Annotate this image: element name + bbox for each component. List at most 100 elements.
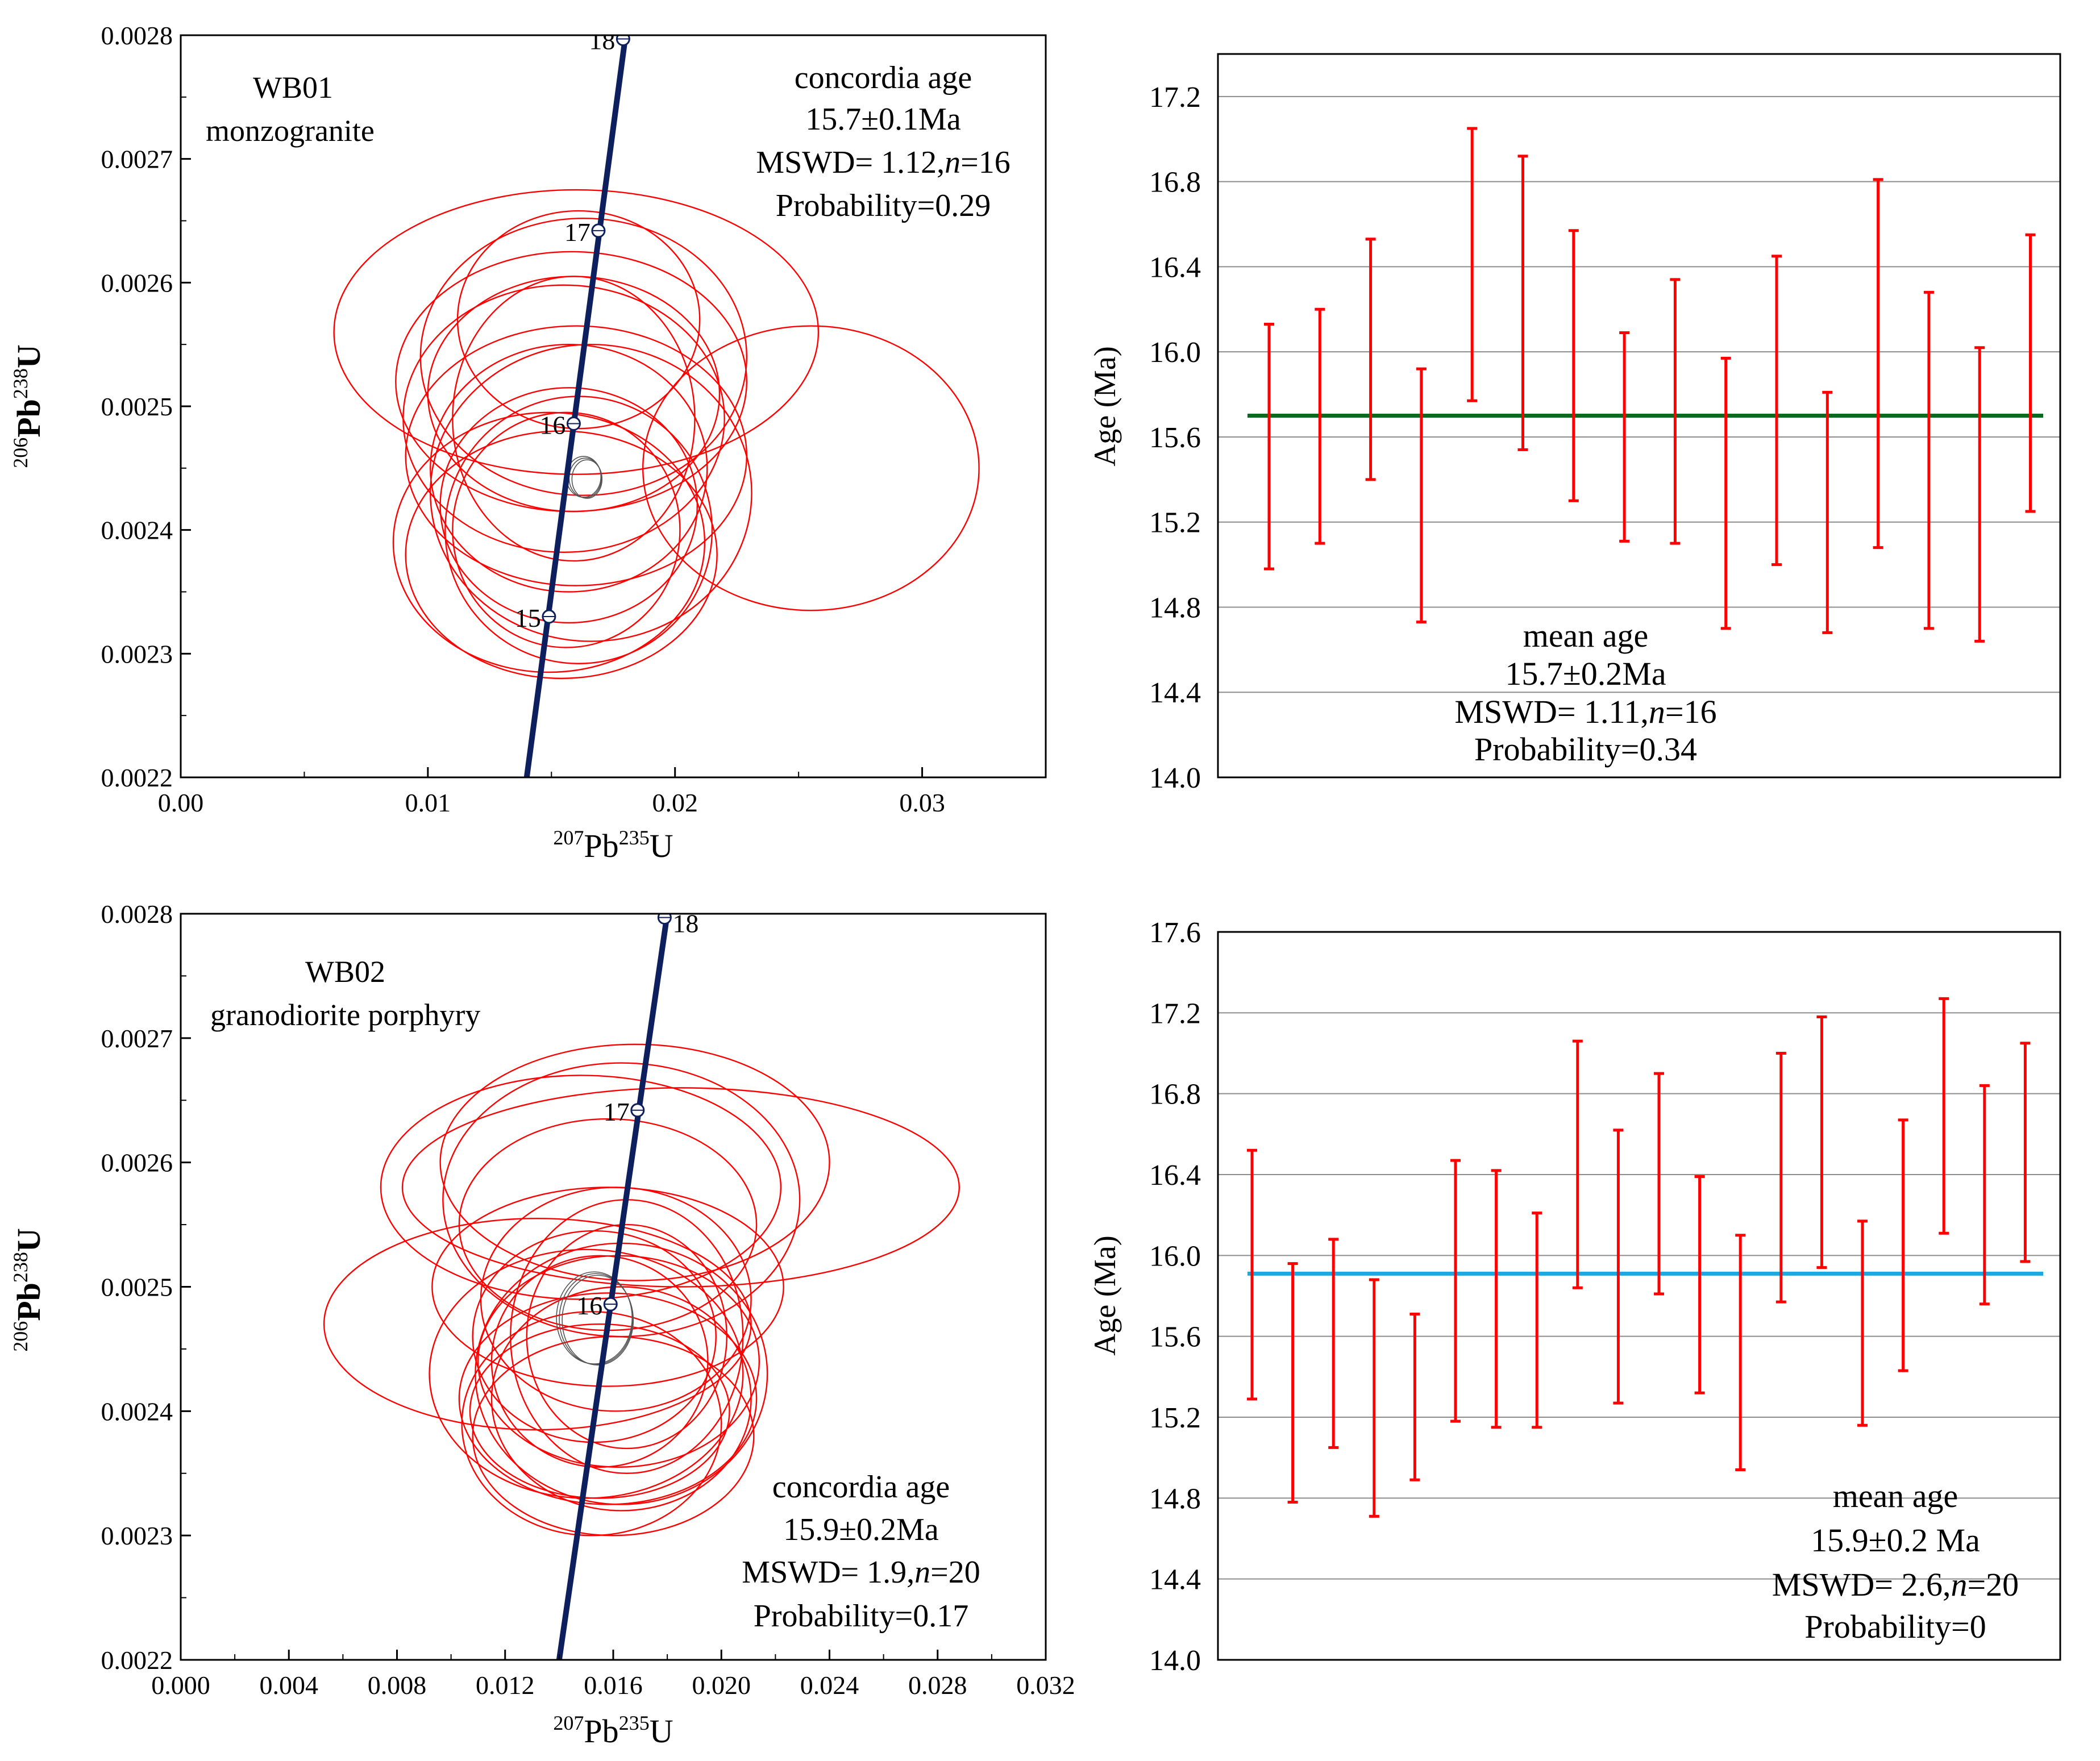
wb01-annotation-probability: Probability=0.29	[776, 188, 991, 223]
wb02-mean-age-value: 15.9±0.2 Ma	[1811, 1522, 1980, 1559]
wb02-error-ellipse	[439, 1043, 830, 1281]
wb02-error-ellipse	[380, 1075, 782, 1300]
wb01-mean-mswd: MSWD= 1.11,n=16	[1454, 693, 1716, 730]
wb01-x-sup-den: 235	[619, 826, 650, 849]
wb02-annotation-mswd: MSWD= 1.9,n=20	[742, 1555, 980, 1590]
wb01-mean-y-tick-label: 16.8	[1149, 166, 1201, 199]
wb02-mean-mswd-text: MSWD= 2.6,	[1772, 1566, 1951, 1603]
wb02-n-symbol: n	[914, 1555, 930, 1590]
wb02-mean-n-value: =20	[1967, 1566, 2019, 1603]
wb01-mswd-text: MSWD= 1.12,	[756, 145, 945, 180]
wb01-y-tick-label: 0.0028	[101, 21, 173, 50]
wb02-mean-y-tick-label: 14.4	[1149, 1564, 1201, 1596]
wb01-mean-y-axis-label: Age (Ma)	[1088, 346, 1122, 466]
wb02-mean-age-panel: 14.0 14.4 14.8 15.2 15.6 16.0 16.4 16.8 17.2 17.6…	[1088, 917, 2061, 1677]
wb01-sample-label: WB01	[253, 70, 333, 105]
wb02-error-ellipse	[401, 1087, 960, 1288]
wb02-x-tick-label: 0.020	[692, 1671, 751, 1700]
wb01-mean-y-tick-label: 16.4	[1149, 251, 1201, 284]
wb02-concordia-age-ellipse	[559, 1273, 634, 1365]
wb02-plot-area: 16 17 18	[323, 909, 960, 1660]
wb01-y-axis-label: 206Pb238U	[9, 344, 47, 468]
wb01-y-sup-num: 206	[9, 438, 32, 468]
wb01-y-tick-label: 0.0025	[101, 392, 173, 421]
wb01-y-tick-label: 0.0022	[101, 763, 173, 792]
wb01-age-marker-label-17: 17	[564, 218, 591, 247]
wb02-mean-title: mean age	[1833, 1477, 1958, 1514]
wb02-annotation-age: 15.9±0.2Ma	[783, 1512, 939, 1547]
wb02-x-tick-label: 0.000	[151, 1671, 210, 1700]
wb01-error-ellipse	[395, 251, 748, 513]
wb01-concordia-age-ellipse	[571, 459, 603, 499]
wb01-age-marker-label-15: 15	[515, 603, 541, 632]
wb01-x-tick-label: 0.01	[405, 788, 451, 817]
wb02-y-tick-label: 0.0023	[101, 1521, 173, 1550]
wb02-y-tick-label: 0.0022	[101, 1646, 173, 1675]
wb01-mean-y-tick-label: 16.0	[1149, 336, 1201, 369]
wb01-y-tick-label: 0.0027	[101, 145, 173, 174]
wb01-y-sup-den: 238	[9, 368, 32, 399]
wb02-y-tick-label: 0.0028	[101, 900, 173, 929]
wb01-mean-age-value: 15.7±0.2Ma	[1505, 655, 1666, 692]
wb01-mean-mswd-text: MSWD= 1.11,	[1454, 693, 1649, 730]
wb02-age-marker-label-16: 16	[576, 1291, 602, 1320]
wb02-sample-label: WB02	[305, 955, 385, 989]
wb02-x-tick-label: 0.028	[908, 1671, 967, 1700]
wb02-error-ellipse	[323, 1217, 752, 1431]
wb01-mean-age-panel: 14.0 14.4 14.8 15.2 15.6 16.0 16.4 16.8 17.2 mea…	[1088, 53, 2061, 794]
wb01-age-marker-label-18: 18	[589, 26, 615, 55]
wb02-age-marker-label-17: 17	[604, 1097, 630, 1126]
wb01-y-tick-label: 0.0024	[101, 516, 173, 545]
wb02-error-ellipse	[461, 1311, 722, 1537]
wb02-mean-mswd: MSWD= 2.6,n=20	[1772, 1566, 2019, 1603]
wb02-age-marker-label-18: 18	[672, 909, 698, 938]
wb02-x-tick-label: 0.032	[1016, 1671, 1075, 1700]
wb01-mean-age-frame	[1217, 53, 2061, 778]
wb01-error-ellipse	[392, 411, 706, 673]
wb02-y-tick-label: 0.0027	[101, 1024, 173, 1053]
wb02-y-sup-num: 206	[9, 1321, 32, 1352]
wb01-y-tick-label: 0.0023	[101, 639, 173, 668]
wb01-error-ellipse	[439, 387, 698, 624]
wb01-mean-n-value: =16	[1665, 693, 1717, 730]
wb01-mean-n-symbol: n	[1649, 693, 1665, 730]
wb02-mswd-text: MSWD= 1.9,	[742, 1555, 914, 1590]
wb02-error-ellipse	[472, 1335, 755, 1537]
wb02-mean-y-axis-label: Age (Ma)	[1088, 1235, 1122, 1355]
wb02-y-tick-label: 0.0025	[101, 1273, 173, 1302]
wb01-mean-title: mean age	[1523, 617, 1649, 654]
wb02-x-tick-label: 0.016	[584, 1671, 643, 1700]
wb02-axis-ticks: 0.000 0.004 0.008 0.012 0.016 0.020 0.024 0.028…	[101, 900, 1075, 1700]
wb01-error-ellipse	[444, 396, 713, 664]
wb02-concordia-age-ellipse	[562, 1275, 634, 1365]
wb02-x-u: U	[650, 1713, 673, 1750]
wb01-x-axis-label: 207Pb235U	[553, 826, 673, 864]
wb01-n-value: =16	[960, 145, 1011, 180]
wb01-n-symbol: n	[945, 145, 960, 180]
wb01-mean-y-tick-label: 15.2	[1149, 507, 1201, 539]
wb01-error-ellipse	[430, 343, 708, 593]
wb02-concordia-age-ellipse	[556, 1271, 633, 1364]
wb02-mean-age-ticks: 14.0 14.4 14.8 15.2 15.6 16.0 16.4 16.8 17.2 17.6	[1149, 917, 1201, 1677]
wb01-annotation-age: 15.7±0.1Ma	[805, 102, 961, 137]
wb02-x-tick-label: 0.012	[476, 1671, 535, 1700]
wb02-error-ellipse	[429, 1248, 744, 1499]
wb01-mean-y-tick-label: 14.0	[1149, 762, 1201, 794]
wb02-mean-age-frame	[1217, 931, 2061, 1661]
wb02-mean-n-symbol: n	[1951, 1566, 1967, 1603]
wb01-error-ellipse	[402, 284, 725, 553]
wb01-mean-y-tick-label: 14.8	[1149, 592, 1201, 624]
wb01-y-pb: Pb	[10, 399, 47, 438]
wb01-mean-age-ticks: 14.0 14.4 14.8 15.2 15.6 16.0 16.4 16.8 17.2	[1149, 81, 1201, 794]
wb02-error-ellipse	[431, 1187, 784, 1387]
wb02-mean-y-tick-label: 15.2	[1149, 1402, 1201, 1434]
wb01-annotation-title: concordia age	[795, 60, 972, 95]
wb02-x-axis-label: 207Pb235U	[553, 1712, 673, 1750]
wb02-x-sup-den: 235	[619, 1712, 650, 1734]
wb01-y-tick-label: 0.0026	[101, 268, 173, 297]
wb01-x-pb: Pb	[584, 827, 618, 864]
wb02-rock-type: granodiorite porphyry	[210, 998, 480, 1032]
wb02-x-sup-num: 207	[553, 1712, 584, 1734]
